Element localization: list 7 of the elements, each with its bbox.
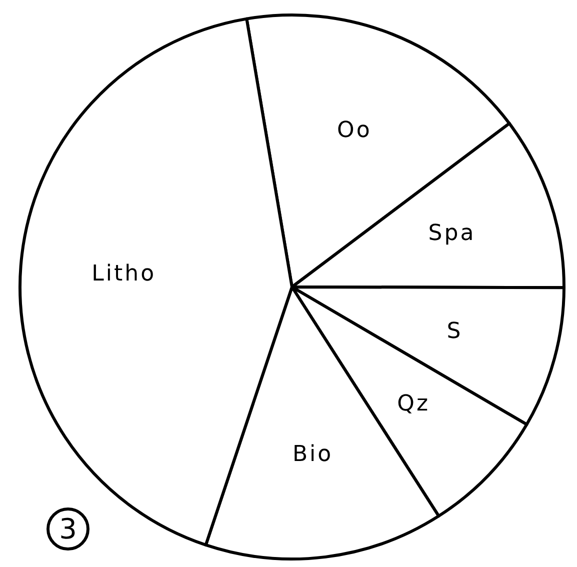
- slice-label: Spa: [428, 221, 476, 246]
- text: 3: [59, 512, 77, 546]
- slice-label: Litho: [92, 261, 156, 286]
- slice-label: Oo: [337, 118, 372, 143]
- slice-label: Bio: [292, 442, 334, 467]
- slice-label: S: [446, 318, 463, 344]
- slice-label: Qz: [397, 391, 430, 416]
